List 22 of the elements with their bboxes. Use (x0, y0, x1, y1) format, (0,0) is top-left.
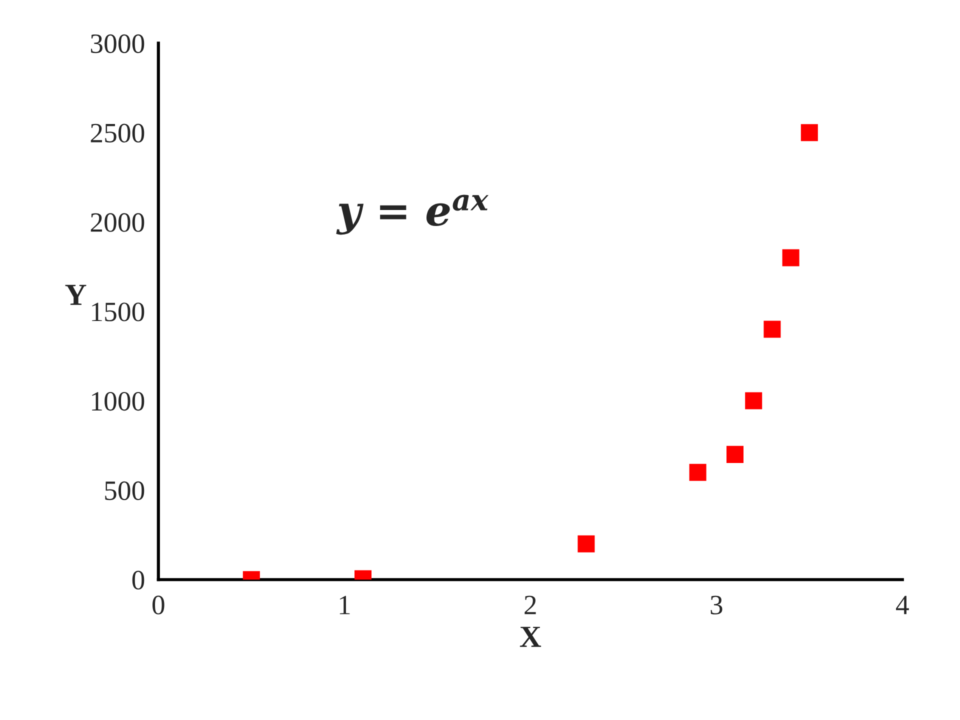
x-tick-label: 1 (340, 596, 350, 614)
y-axis-title: Y (65, 284, 86, 305)
y-tick-label: 2500 (90, 124, 144, 143)
point (726, 446, 744, 463)
point (689, 464, 706, 481)
x-tick-label: 2 (524, 596, 536, 614)
x-tick-label: 3 (710, 596, 722, 614)
point (745, 392, 762, 410)
x-tick-label: 4 (896, 596, 909, 614)
y-tick-label: 1500 (92, 302, 144, 322)
point (800, 124, 818, 142)
y-tick-label: 3000 (90, 34, 144, 54)
point (764, 320, 781, 338)
x-tick-label: 0 (152, 596, 164, 614)
point (578, 535, 595, 552)
y-tick-label: 0 (132, 570, 144, 590)
x-axis-title: X (520, 626, 542, 647)
y-tick-label: 2000 (90, 213, 144, 232)
y-tick-label: 500 (105, 481, 144, 500)
point (782, 249, 800, 266)
y-tick-label: 1000 (92, 392, 144, 411)
annotation: y = e$^{ax}$ (336, 194, 489, 235)
